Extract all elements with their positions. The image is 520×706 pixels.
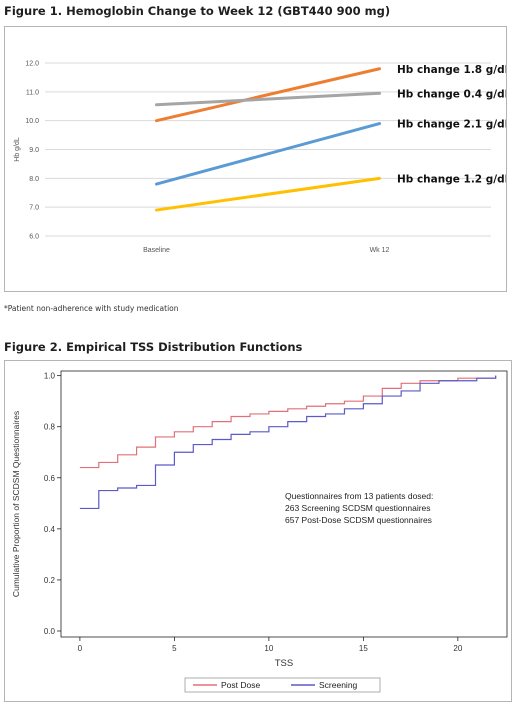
plot-area	[60, 370, 508, 638]
y-tick-label: 0.0	[44, 627, 56, 636]
figure2-title: Figure 2. Empirical TSS Distribution Fun…	[4, 340, 303, 354]
hemoglobin-chart: 6.0 7.0 8.0 9.0 10.0 11.0 12.0 Baseline Wk 12 Hb …	[14, 61, 517, 255]
legend-box	[184, 677, 381, 693]
y-axis-label: Hb g/dL	[14, 137, 21, 162]
x-tick-label: 15	[359, 644, 368, 653]
series-label: Hb change 0.4 g/dL*	[397, 88, 506, 100]
series-line	[155, 67, 381, 123]
legend-label: Screening	[319, 680, 358, 690]
annotation-line: 657 Post-Dose SCDSM questionnaires	[285, 515, 432, 525]
series-label: Hb change 1.2 g/dL	[397, 173, 506, 185]
x-axis-label: TSS	[275, 658, 293, 669]
y-tick-label: 9.0	[29, 147, 39, 154]
x-tick-label: Baseline	[143, 247, 170, 254]
y-tick-label: 0.6	[44, 474, 56, 483]
x-tick-label: 0	[78, 644, 83, 653]
footnote: *Patient non-adherence with study medica…	[4, 304, 179, 313]
y-tick-label: 0.2	[44, 576, 56, 585]
y-tick-label: 12.0	[25, 61, 39, 68]
y-tick-label: 1.0	[44, 372, 56, 381]
x-tick-label: Wk 12	[370, 247, 390, 254]
y-axis-label: Cumulative Proportion of SCDSM Questionn…	[11, 411, 21, 597]
series-line	[155, 176, 381, 212]
tss-distribution-chart: 0.0 0.2 0.4 0.6 0.8 1.0 0 5 10 15 20 TSS Cumulative …	[11, 370, 508, 693]
y-tick-label: 0.8	[44, 423, 56, 432]
series-label: Hb change 2.1 g/dL	[397, 119, 506, 131]
series-step-line	[79, 375, 497, 510]
y-tick-label: 10.0	[25, 118, 39, 125]
y-tick-label: 11.0	[26, 89, 39, 96]
y-tick-label: 0.4	[44, 525, 56, 534]
annotation-line: Questionnaires from 13 patients dosed:	[285, 491, 433, 501]
y-tick-label: 6.0	[29, 234, 39, 241]
series-line	[155, 91, 381, 107]
x-tick-label: 10	[264, 644, 273, 653]
x-tick-label: 5	[172, 644, 177, 653]
annotation-line: 263 Screening SCDSM questionnaires	[285, 503, 431, 513]
figure1-title: Figure 1. Hemoglobin Change to Week 12 (…	[4, 4, 391, 18]
y-tick-label: 8.0	[29, 176, 39, 183]
series-label: Hb change 1.8 g/dL	[397, 64, 506, 76]
x-tick-label: 20	[453, 644, 462, 653]
hemoglobin-chart-panel: 6.0 7.0 8.0 9.0 10.0 11.0 12.0 Baseline Wk 12 Hb …	[4, 26, 517, 292]
y-tick-label: 7.0	[29, 205, 39, 212]
tss-chart-panel: 0.0 0.2 0.4 0.6 0.8 1.0 0 5 10 15 20 TSS Cumulative …	[4, 360, 512, 702]
legend-label: Post Dose	[221, 680, 260, 690]
series-line	[155, 122, 381, 186]
